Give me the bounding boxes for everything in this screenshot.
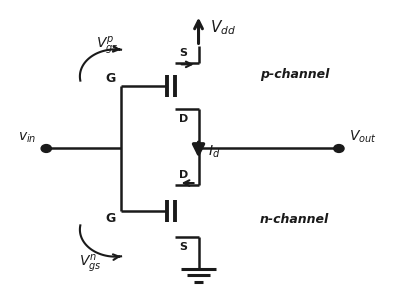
Text: n-channel: n-channel <box>260 213 329 226</box>
Text: D: D <box>179 170 188 180</box>
Text: $v_{in}$: $v_{in}$ <box>18 131 36 145</box>
Text: S: S <box>179 242 187 252</box>
Text: D: D <box>179 114 188 124</box>
Text: p-channel: p-channel <box>260 68 329 81</box>
Text: G: G <box>105 212 115 225</box>
Text: $I_d$: $I_d$ <box>209 143 221 160</box>
Text: G: G <box>105 72 115 85</box>
Circle shape <box>334 145 344 152</box>
Text: $V_{gs}^{n}$: $V_{gs}^{n}$ <box>79 252 101 274</box>
Text: $V_{out}$: $V_{out}$ <box>349 129 377 145</box>
Text: $V_{gs}^{p}$: $V_{gs}^{p}$ <box>96 34 119 56</box>
Text: $V_{dd}$: $V_{dd}$ <box>211 18 237 36</box>
Circle shape <box>41 145 51 152</box>
Text: S: S <box>179 48 187 58</box>
